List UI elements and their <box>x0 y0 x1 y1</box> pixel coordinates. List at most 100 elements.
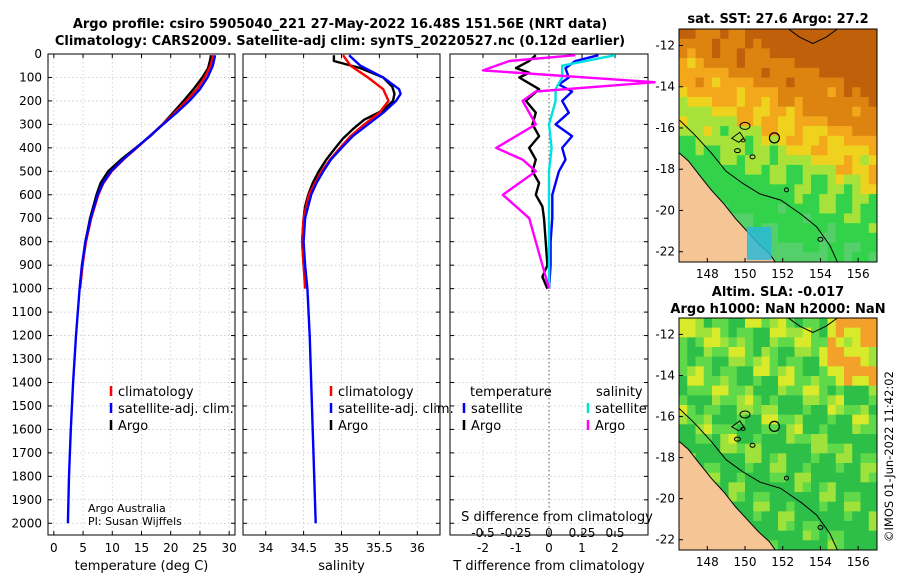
map-cell <box>835 48 845 59</box>
map-cell <box>736 77 746 88</box>
map-cell <box>811 203 820 215</box>
map-cell <box>728 194 738 205</box>
map-cell <box>819 67 829 79</box>
map-cell <box>745 58 754 69</box>
map-cell <box>835 424 845 435</box>
map-cell <box>778 232 787 244</box>
map-cell <box>769 223 779 234</box>
map-cell <box>860 414 870 425</box>
map-cell <box>778 318 787 329</box>
map-cell <box>703 405 713 416</box>
map-cell <box>868 424 877 435</box>
map-cell <box>745 213 754 224</box>
map-cell <box>802 29 812 40</box>
map-cell <box>720 434 730 445</box>
map-cell <box>745 77 754 88</box>
map-cell <box>786 395 796 406</box>
map-cell <box>802 424 812 435</box>
map-cell <box>835 67 845 79</box>
map-cell <box>720 385 730 396</box>
map-cell <box>852 366 862 377</box>
map-cell <box>778 29 787 40</box>
map-cell <box>844 252 853 262</box>
map-cell <box>761 194 771 205</box>
map-cell <box>753 366 763 377</box>
sst-map-panel: 148 150 152 154 156 -12 -14 -16 -18 -20 -22 sat. SS… <box>655 12 878 281</box>
figure-title-line2: Climatology: CARS2009. Satellite-adj cli… <box>55 34 625 49</box>
map-cell <box>761 424 771 435</box>
diff-legend-temperature-title: temperature <box>470 385 552 400</box>
map-cell <box>769 58 779 69</box>
y-tick-label: 0 <box>34 47 42 61</box>
map-cell <box>753 87 763 98</box>
map-cell <box>794 414 804 425</box>
map-cell <box>786 318 796 329</box>
map-cell <box>753 164 763 176</box>
map-cell <box>802 126 812 137</box>
map-cell <box>835 155 845 166</box>
map-cell <box>852 376 862 387</box>
map-cell <box>778 443 787 454</box>
map-cell <box>703 395 713 406</box>
map-cell <box>753 96 763 108</box>
map-cell <box>844 501 853 512</box>
map-cell <box>868 155 877 166</box>
map-cell <box>868 58 877 69</box>
map-cell <box>819 48 829 59</box>
map-cell <box>860 116 870 127</box>
map-cell <box>811 511 820 522</box>
map-cell <box>802 463 812 474</box>
map-cell <box>687 434 697 445</box>
map-cell <box>868 87 877 98</box>
map-cell <box>761 482 771 493</box>
map-cell <box>703 327 713 338</box>
map-cell <box>712 96 721 108</box>
x-tick-label: 148 <box>696 267 719 281</box>
map-cell <box>687 385 697 396</box>
map-cell <box>736 501 746 512</box>
map-cell <box>827 540 837 550</box>
map-cell <box>835 366 845 377</box>
map-cell <box>778 67 787 79</box>
map-cell <box>835 434 845 445</box>
map-cell <box>712 58 721 69</box>
map-cell <box>778 376 787 387</box>
map-cell <box>745 376 754 387</box>
map-cell <box>679 318 688 329</box>
map-cell <box>712 116 721 127</box>
map-cell <box>835 521 845 532</box>
map-cell <box>835 356 845 367</box>
legend-label-argo: Argo <box>118 419 148 434</box>
map-cell <box>802 164 812 176</box>
map-cell <box>769 385 779 396</box>
map-cell <box>860 106 870 117</box>
map-cell <box>835 405 845 416</box>
reef-outline <box>739 121 751 130</box>
map-cell <box>769 521 779 532</box>
map-cell <box>844 116 853 127</box>
map-cell <box>761 366 771 377</box>
map-cell <box>835 145 845 156</box>
map-cell <box>794 472 804 483</box>
map-cell <box>703 106 713 117</box>
map-cell <box>835 116 845 127</box>
map-cell <box>720 356 730 367</box>
series-line-satellite-adj-clim- <box>302 54 402 524</box>
map-cell <box>679 356 688 367</box>
map-cell <box>703 164 713 176</box>
x-tick-label: 156 <box>847 267 870 281</box>
map-cell <box>844 337 853 348</box>
map-cell <box>712 174 721 185</box>
map-cell <box>794 58 804 69</box>
map-cell <box>786 77 796 88</box>
map-cell <box>794 318 804 329</box>
map-cell <box>794 327 804 338</box>
map-cell <box>687 145 697 156</box>
map-cell <box>703 424 713 435</box>
map-cell <box>728 174 738 185</box>
x-tick-label: 35.5 <box>366 541 393 555</box>
map-cell <box>819 414 829 425</box>
map-cell <box>786 145 796 156</box>
map-cell <box>852 521 862 532</box>
map-cell <box>860 521 870 532</box>
